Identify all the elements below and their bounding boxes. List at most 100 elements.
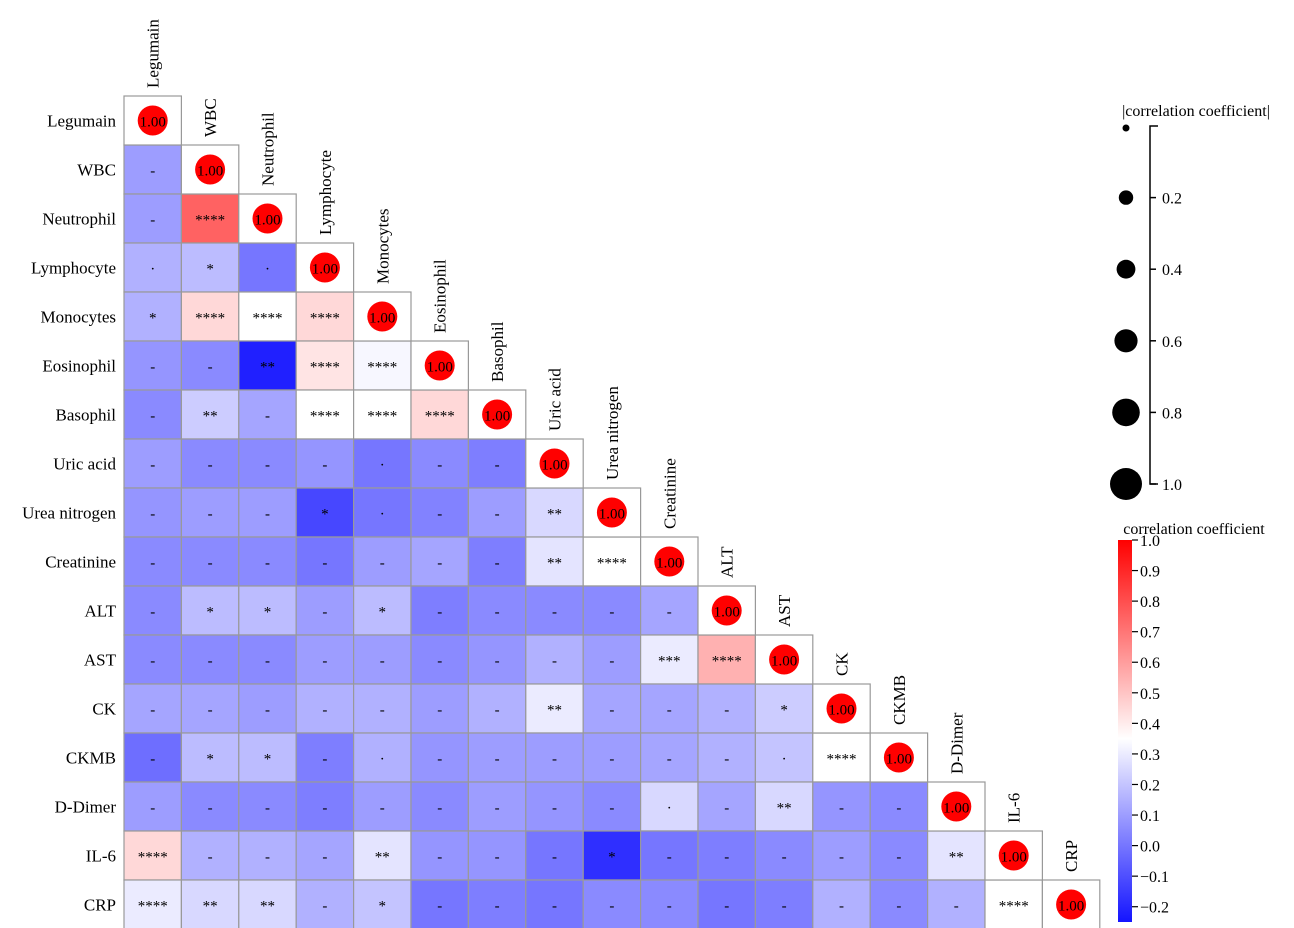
diagonal-cell bbox=[467, 389, 527, 440]
significance-label: - bbox=[208, 850, 213, 866]
size-legend-axis bbox=[1149, 125, 1158, 485]
column-label: IL-6 bbox=[1005, 793, 1024, 823]
heatmap-cell bbox=[582, 732, 642, 783]
heatmap-cell bbox=[410, 389, 470, 440]
column-label: CRP bbox=[1062, 840, 1081, 872]
significance-label: ** bbox=[547, 703, 562, 719]
significance-label: - bbox=[150, 409, 155, 425]
significance-label: . bbox=[380, 503, 384, 519]
correlation-dot bbox=[367, 301, 398, 332]
diagonal-value-label: 1.00 bbox=[541, 458, 567, 474]
row-label: CK bbox=[92, 700, 116, 719]
significance-label: - bbox=[150, 654, 155, 670]
significance-label: - bbox=[208, 458, 213, 474]
diagonal-value-label: 1.00 bbox=[828, 703, 854, 719]
significance-label: - bbox=[667, 850, 672, 866]
heatmap-cell bbox=[812, 732, 871, 783]
significance-label: - bbox=[150, 164, 155, 180]
significance-label: ** bbox=[547, 507, 562, 523]
heatmap-cell bbox=[410, 683, 470, 734]
heatmap-cell bbox=[123, 732, 183, 783]
significance-label: - bbox=[724, 801, 729, 817]
significance-label: - bbox=[782, 850, 787, 866]
heatmap-cell bbox=[295, 683, 355, 734]
row-label: Monocytes bbox=[40, 308, 116, 327]
significance-label: - bbox=[322, 752, 327, 768]
column-label: CK bbox=[833, 652, 852, 676]
significance-label: - bbox=[552, 605, 557, 621]
size-legend-title: |correlation coefficient| bbox=[1122, 103, 1270, 120]
significance-label: - bbox=[437, 899, 442, 915]
significance-label: . bbox=[380, 454, 384, 470]
heatmap-cell bbox=[525, 830, 584, 881]
heatmap-cell bbox=[353, 781, 412, 832]
heatmap-cell bbox=[295, 879, 355, 928]
heatmap-cell bbox=[123, 536, 183, 587]
heatmap-cell bbox=[812, 830, 871, 881]
significance-label: - bbox=[495, 458, 500, 474]
significance-label: - bbox=[437, 850, 442, 866]
significance-label: - bbox=[265, 507, 270, 523]
significance-label: - bbox=[495, 752, 500, 768]
heatmap-cell bbox=[525, 487, 584, 538]
row-label: Creatinine bbox=[45, 553, 116, 572]
column-label: Creatinine bbox=[660, 458, 679, 529]
significance-label: - bbox=[495, 605, 500, 621]
heatmap-cell bbox=[123, 438, 183, 489]
correlation-dot bbox=[654, 546, 685, 577]
significance-label: - bbox=[150, 752, 155, 768]
heatmap-cell bbox=[295, 389, 355, 440]
colorbar-tick-label: 0.4 bbox=[1140, 716, 1160, 733]
significance-label: ** bbox=[949, 850, 964, 866]
row-label: Uric acid bbox=[53, 455, 116, 474]
heatmap-cell bbox=[123, 683, 183, 734]
significance-label: - bbox=[839, 850, 844, 866]
heatmap-cell bbox=[467, 732, 527, 783]
heatmap-cell bbox=[238, 389, 297, 440]
significance-label: - bbox=[380, 556, 385, 572]
column-label: Urea nitrogen bbox=[603, 386, 622, 480]
heatmap-cell bbox=[697, 879, 757, 928]
significance-label: - bbox=[839, 801, 844, 817]
significance-label: - bbox=[265, 409, 270, 425]
significance-label: - bbox=[782, 899, 787, 915]
significance-label: - bbox=[724, 752, 729, 768]
size-legend-dot bbox=[1110, 468, 1142, 500]
heatmap-cell bbox=[123, 193, 183, 244]
significance-label: - bbox=[437, 605, 442, 621]
heatmap-cell bbox=[180, 291, 240, 342]
significance-label: - bbox=[380, 703, 385, 719]
significance-label: - bbox=[495, 899, 500, 915]
significance-label: - bbox=[208, 556, 213, 572]
heatmap-cell bbox=[180, 389, 240, 440]
diagonal-value-label: 1.00 bbox=[312, 262, 338, 278]
diagonal-value-label: 1.00 bbox=[599, 507, 625, 523]
diagonal-cell bbox=[754, 634, 814, 685]
variable-labels: Legumain Legumain WBC WBC Neutrophil Neutroph… bbox=[22, 19, 1081, 915]
significance-label: - bbox=[552, 850, 557, 866]
size-legend-tick-label: 0.2 bbox=[1162, 191, 1182, 208]
significance-label: * bbox=[149, 311, 157, 327]
significance-label: - bbox=[724, 899, 729, 915]
heatmap-cell bbox=[525, 879, 584, 928]
significance-label: **** bbox=[310, 311, 340, 327]
heatmap-cell bbox=[467, 438, 527, 489]
diagonal-value-label: 1.00 bbox=[1001, 850, 1027, 866]
significance-label: - bbox=[437, 654, 442, 670]
significance-label: - bbox=[552, 899, 557, 915]
significance-label: - bbox=[667, 752, 672, 768]
significance-label: - bbox=[380, 654, 385, 670]
heatmap-cell bbox=[410, 634, 470, 685]
significance-label: **** bbox=[999, 899, 1029, 915]
heatmap-cell bbox=[754, 879, 814, 928]
significance-label: **** bbox=[367, 360, 397, 376]
row-label: Urea nitrogen bbox=[22, 504, 116, 523]
correlation-dot bbox=[769, 644, 800, 675]
significance-label: - bbox=[552, 801, 557, 817]
colorbar-tick-label: 1.0 bbox=[1140, 533, 1160, 550]
size-legend-tick-label: 1.0 bbox=[1162, 477, 1182, 494]
significance-label: . bbox=[667, 797, 671, 813]
size-legend-dot bbox=[1118, 190, 1134, 205]
significance-label: - bbox=[495, 850, 500, 866]
heatmap-cell bbox=[180, 585, 240, 636]
